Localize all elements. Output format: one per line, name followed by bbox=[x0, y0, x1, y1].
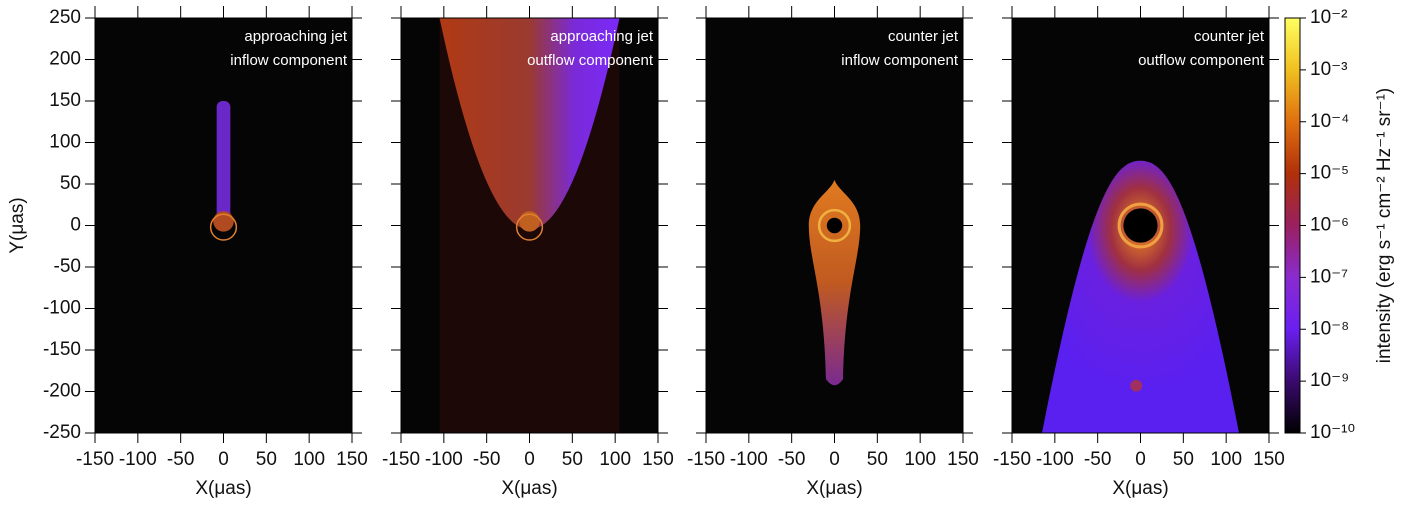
y-tick-label: 150 bbox=[49, 90, 81, 111]
x-tick-label: 100 bbox=[904, 449, 936, 470]
x-tick-label: -150 bbox=[993, 449, 1031, 470]
y-tick-label: 0 bbox=[70, 215, 81, 236]
x-tick-label: 100 bbox=[1210, 449, 1242, 470]
glow bbox=[213, 211, 234, 232]
x-tick-label: -150 bbox=[687, 449, 725, 470]
x-tick-label: -50 bbox=[1084, 449, 1111, 470]
y-tick-label: -250 bbox=[43, 422, 81, 443]
x-tick-label: 50 bbox=[1173, 449, 1194, 470]
colorbar-tick-label: 10⁻¹⁰ bbox=[1310, 422, 1355, 443]
y-tick-label: -200 bbox=[43, 381, 81, 402]
colorbar-tick-label: 10⁻⁹ bbox=[1310, 370, 1349, 391]
y-tick-label: -50 bbox=[54, 256, 81, 277]
colorbar-tick-label: 10⁻⁸ bbox=[1310, 318, 1349, 339]
colorbar-tick-label: 10⁻⁵ bbox=[1310, 163, 1349, 184]
colorbar-tick-label: 10⁻³ bbox=[1310, 59, 1348, 80]
jet-stem bbox=[216, 101, 231, 226]
ring bbox=[1117, 202, 1164, 249]
x-tick-label: 150 bbox=[336, 449, 368, 470]
x-axis-label: X(μas) bbox=[806, 478, 862, 499]
ring bbox=[515, 213, 544, 241]
x-tick-label: -100 bbox=[119, 449, 157, 470]
glow bbox=[519, 211, 540, 232]
x-tick-label: -50 bbox=[167, 449, 194, 470]
colorbar-tick-label: 10⁻² bbox=[1310, 7, 1348, 28]
x-tick-label: -100 bbox=[1036, 449, 1074, 470]
x-tick-label: 50 bbox=[256, 449, 277, 470]
x-tick-label: 50 bbox=[562, 449, 583, 470]
x-tick-label: 0 bbox=[829, 449, 840, 470]
annotation: outflow component bbox=[527, 52, 654, 69]
ring bbox=[209, 213, 238, 241]
x-tick-label: 150 bbox=[1253, 449, 1285, 470]
colorbar-tick-label: 10⁻⁴ bbox=[1310, 111, 1349, 132]
x-tick-label: -100 bbox=[730, 449, 768, 470]
x-axis-label: X(μas) bbox=[195, 478, 251, 499]
annotation: inflow component bbox=[230, 52, 348, 69]
x-tick-label: 0 bbox=[1135, 449, 1146, 470]
y-tick-label: 100 bbox=[49, 132, 81, 153]
y-tick-label: 50 bbox=[60, 173, 81, 194]
x-tick-label: -100 bbox=[425, 449, 463, 470]
ring bbox=[817, 208, 852, 243]
x-axis-label: X(μas) bbox=[501, 478, 557, 499]
x-tick-label: 0 bbox=[218, 449, 229, 470]
x-tick-label: -150 bbox=[382, 449, 420, 470]
teardrop bbox=[808, 179, 861, 386]
annotation: counter jet bbox=[888, 28, 959, 45]
colorbar-label: intensity (erg s⁻¹ cm⁻² Hz⁻¹ sr⁻¹) bbox=[1374, 88, 1395, 364]
blob bbox=[1130, 379, 1143, 392]
y-axis-label: Y(μas) bbox=[7, 197, 28, 253]
outflow bbox=[439, 18, 620, 230]
y-tick-label: 250 bbox=[49, 7, 81, 28]
x-tick-label: -50 bbox=[778, 449, 805, 470]
annotation: approaching jet bbox=[550, 28, 653, 45]
outflow bbox=[1041, 160, 1240, 433]
hole bbox=[1123, 208, 1158, 243]
annotation: counter jet bbox=[1194, 28, 1265, 45]
y-tick-label: -100 bbox=[43, 298, 81, 319]
x-tick-label: 50 bbox=[867, 449, 888, 470]
annotation: outflow component bbox=[1138, 52, 1265, 69]
x-tick-label: -150 bbox=[76, 449, 114, 470]
annotation: approaching jet bbox=[244, 28, 347, 45]
x-tick-label: 150 bbox=[947, 449, 979, 470]
annotation: inflow component bbox=[841, 52, 959, 69]
y-tick-label: -150 bbox=[43, 339, 81, 360]
x-tick-label: -50 bbox=[473, 449, 500, 470]
hole bbox=[826, 217, 843, 234]
x-tick-label: 150 bbox=[642, 449, 674, 470]
colorbar-tick-label: 10⁻⁶ bbox=[1310, 215, 1349, 236]
x-tick-label: 100 bbox=[599, 449, 631, 470]
x-tick-label: 100 bbox=[293, 449, 325, 470]
y-tick-label: 200 bbox=[49, 49, 81, 70]
colorbar bbox=[1284, 17, 1301, 434]
colorbar-tick-label: 10⁻⁷ bbox=[1310, 266, 1348, 287]
x-tick-label: 0 bbox=[524, 449, 535, 470]
x-axis-label: X(μas) bbox=[1112, 478, 1168, 499]
